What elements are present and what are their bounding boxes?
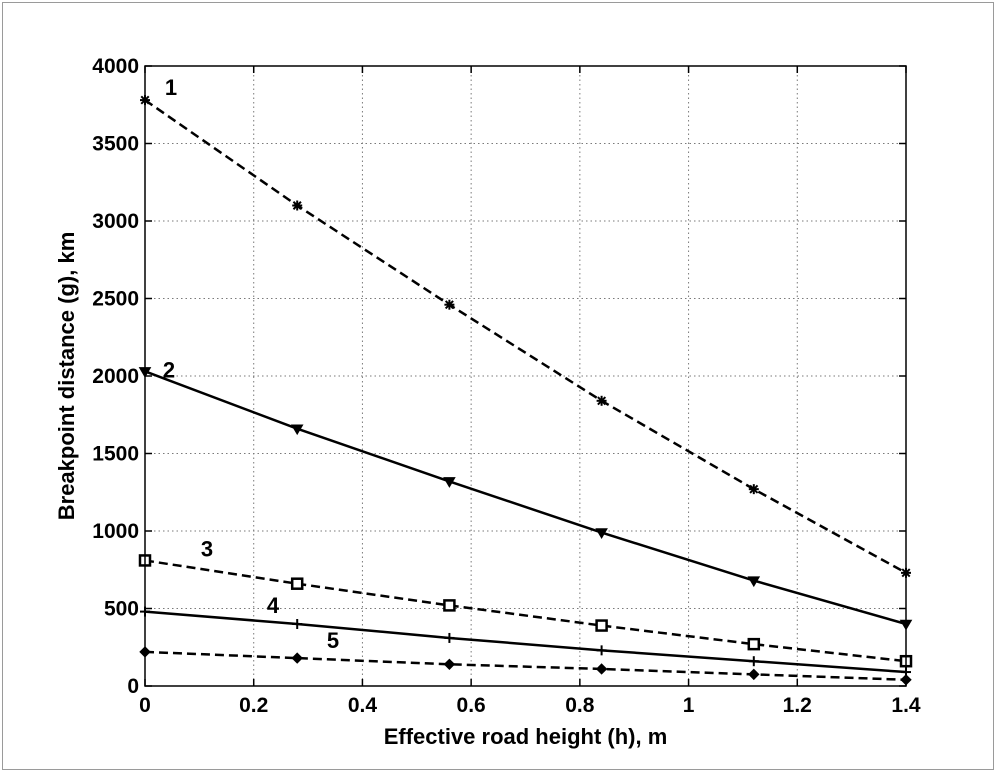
data-point bbox=[443, 658, 456, 671]
y-tick-label: 1500 bbox=[92, 443, 139, 466]
y-tick-label: 4000 bbox=[92, 55, 139, 78]
data-point bbox=[595, 619, 608, 632]
data-point bbox=[444, 299, 455, 310]
series-line-2 bbox=[144, 370, 907, 626]
data-point bbox=[443, 477, 456, 488]
x-tick-label: 1 bbox=[683, 694, 695, 717]
data-point bbox=[595, 528, 608, 540]
series-markers bbox=[138, 95, 913, 686]
data-point bbox=[292, 200, 303, 211]
grid bbox=[145, 66, 906, 686]
data-point bbox=[748, 668, 760, 681]
data-point bbox=[748, 484, 759, 495]
series-line-4 bbox=[144, 610, 907, 674]
series-label-4: 4 bbox=[267, 593, 280, 618]
data-point bbox=[595, 663, 608, 675]
data-point bbox=[291, 652, 303, 664]
data-point bbox=[444, 632, 455, 643]
data-point bbox=[596, 645, 607, 656]
x-tick-label: 1.4 bbox=[891, 694, 921, 717]
x-tick-label: 0.2 bbox=[239, 694, 268, 717]
data-point bbox=[747, 637, 761, 651]
x-tick-label: 0.6 bbox=[457, 694, 486, 717]
y-tick-label: 500 bbox=[104, 598, 139, 621]
data-point bbox=[748, 656, 759, 667]
x-tick-label: 0.4 bbox=[348, 694, 378, 717]
y-tick-label: 2500 bbox=[92, 288, 139, 311]
series-label-2: 2 bbox=[163, 357, 175, 382]
x-axis-title: Effective road height (h), m bbox=[384, 724, 668, 749]
series-label-5: 5 bbox=[327, 628, 339, 653]
y-tick-label: 3000 bbox=[92, 210, 139, 233]
series-labels: 1 2 3 4 5 bbox=[163, 75, 339, 653]
series-line-1 bbox=[144, 99, 907, 574]
x-tick-label: 0.8 bbox=[565, 694, 595, 717]
y-axis-title: Breakpoint distance (g), km bbox=[54, 232, 79, 521]
y-tick-label: 3500 bbox=[92, 133, 139, 156]
y-tick-label: 0 bbox=[127, 675, 139, 698]
data-point bbox=[443, 599, 456, 612]
x-tick-label: 0 bbox=[139, 694, 151, 717]
data-point bbox=[292, 619, 303, 629]
y-tick-label: 1000 bbox=[92, 520, 139, 543]
y-tick-label: 2000 bbox=[92, 365, 139, 388]
x-tick-label: 1.2 bbox=[783, 694, 812, 717]
series-line-5 bbox=[144, 650, 907, 682]
data-point bbox=[290, 424, 304, 436]
plot-area bbox=[144, 65, 907, 687]
series-label-3: 3 bbox=[201, 536, 213, 561]
data-point bbox=[747, 576, 761, 588]
series-label-1: 1 bbox=[165, 75, 177, 100]
axis-ticks: 0 0.2 0.4 0.6 0.8 1 1.2 1.4 0 500 1000 1500 2000 2500… bbox=[92, 55, 921, 717]
data-point bbox=[290, 577, 304, 590]
series-lines bbox=[144, 99, 907, 682]
series-line-3 bbox=[144, 559, 907, 663]
data-point bbox=[596, 395, 607, 406]
